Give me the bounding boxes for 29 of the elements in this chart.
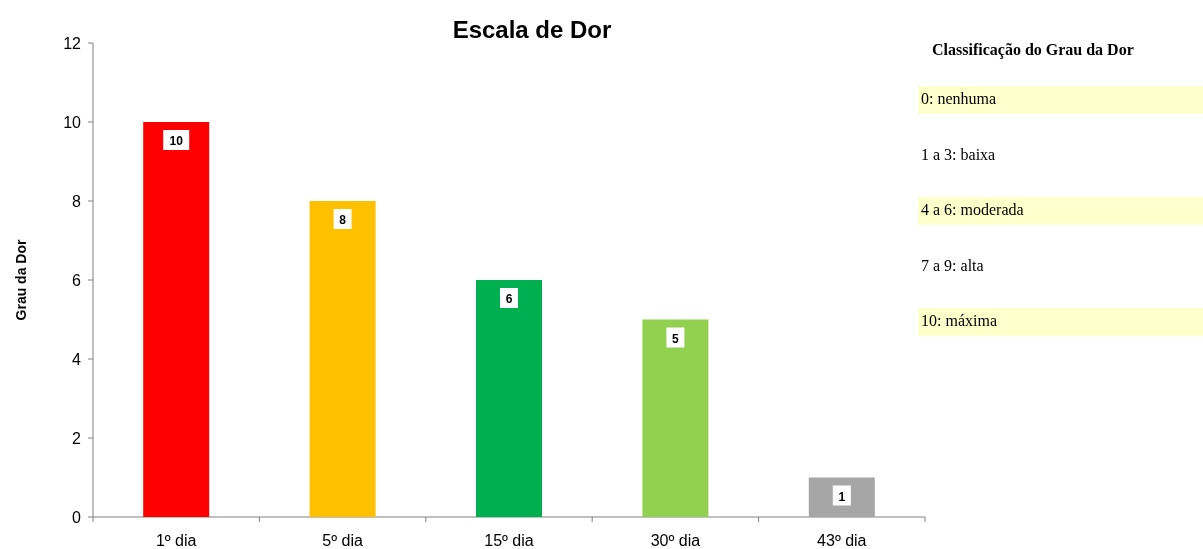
annotation: 4 a 6: moderada xyxy=(921,201,1024,218)
x-tick-label: 43º dia xyxy=(817,532,867,549)
annotation: 7 a 9: alta xyxy=(921,256,984,274)
bar xyxy=(642,319,709,517)
text: Classificação do Grau da Dor xyxy=(932,41,1134,59)
data-label: 10 xyxy=(169,134,184,148)
y-tick-label: 10 xyxy=(63,114,82,131)
annotation: 1 a 3: baixa xyxy=(921,145,996,163)
bar xyxy=(143,122,210,517)
y-tick-label: 12 xyxy=(63,35,82,52)
y-tick-label: 6 xyxy=(72,272,82,289)
bar xyxy=(309,201,376,517)
data-label: 8 xyxy=(339,213,347,227)
x-tick-label: 5º dia xyxy=(322,532,363,549)
x-tick-label: 30º dia xyxy=(650,532,701,549)
y-tick-label: 2 xyxy=(72,430,82,447)
annotation: 0: nenhuma xyxy=(921,90,997,107)
y-axis-title: Grau da Dor xyxy=(13,239,29,321)
bar xyxy=(476,280,542,517)
data-label: 6 xyxy=(505,292,513,306)
data-label: 1 xyxy=(838,489,846,504)
x-tick-label: 1º dia xyxy=(155,532,197,549)
y-tick-label: 0 xyxy=(72,509,82,526)
y-tick-label: 8 xyxy=(72,193,82,210)
x-tick-label: 15º dia xyxy=(484,532,534,549)
y-tick-label: 4 xyxy=(72,351,82,368)
annotation: 10: máxima xyxy=(921,312,997,329)
chart-title: Escala de Dor xyxy=(452,16,612,43)
data-label: 5 xyxy=(672,331,680,346)
